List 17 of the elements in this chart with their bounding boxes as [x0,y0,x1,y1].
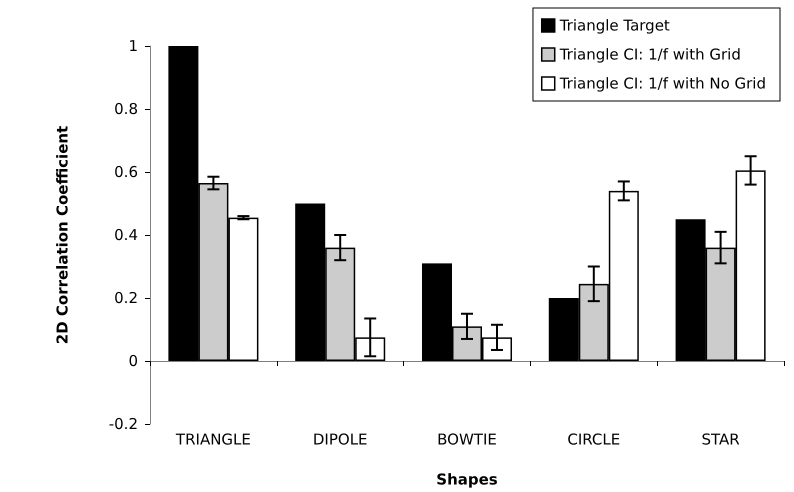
x-tick-label: DIPOLE [312,430,368,448]
y-tick-label: 1 [128,37,138,55]
y-tick-label: 0 [128,352,138,370]
y-tick-label: 0.4 [114,226,138,244]
x-axis-title: Shapes [436,470,498,488]
y-axis-title: 2D Correlation Coefficient [54,126,72,344]
y-tick-label: 0.6 [114,163,138,181]
legend-label: Triangle CI: 1/f with Grid [558,46,741,64]
x-tick-label: STAR [702,430,740,448]
x-tick-label: CIRCLE [567,430,620,448]
legend-label: Triangle CI: 1/f with No Grid [558,74,766,92]
y-tick-label: 0.2 [114,289,138,307]
x-tick-label: BOWTIE [437,430,497,448]
legend-label: Triangle Target [558,16,670,34]
y-tick-label: -0.2 [108,415,138,433]
y-tick-label: 0.8 [114,100,138,118]
x-tick-label: TRIANGLE [174,430,251,448]
